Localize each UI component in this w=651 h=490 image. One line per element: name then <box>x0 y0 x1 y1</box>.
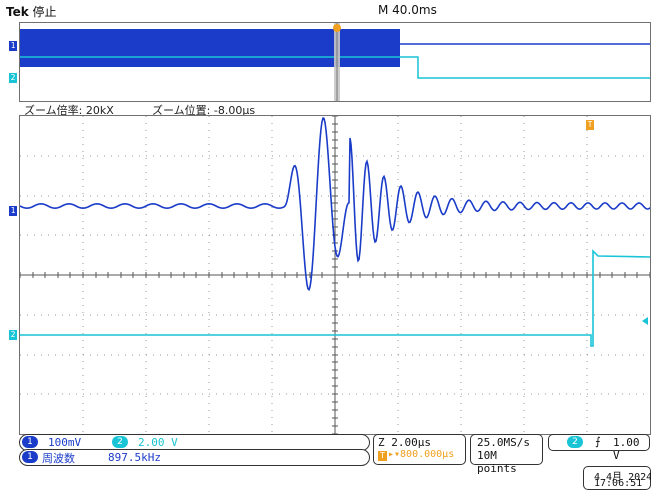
scope-header: Tek 停止 M 40.0ms <box>0 0 651 22</box>
ch2-badge: 2 <box>112 436 128 448</box>
brand-status: Tek 停止 <box>6 3 57 20</box>
overview-ch1-burst <box>20 29 400 67</box>
sample-rate: 25.0MS/s <box>477 436 530 449</box>
date-label: 4 4月 2024 <box>594 472 651 483</box>
overview-waveforms <box>20 23 650 101</box>
timebase-readout: M 40.0ms <box>378 3 437 17</box>
ch1-waveform <box>20 117 650 292</box>
trigger-position-value: ▸▾800.000µs <box>388 449 455 460</box>
ch2-waveform <box>20 249 650 347</box>
time-label: 17:06:51 <box>594 478 643 489</box>
main-trigger-position-marker[interactable]: T <box>586 120 594 130</box>
main-ch1-marker[interactable]: 1 <box>9 206 17 216</box>
trigger-slope-icon: ⨍ <box>595 435 601 448</box>
horizontal-zoom-readout[interactable]: Z 2.00µs T ▸▾800.000µs <box>373 434 466 465</box>
trigger-source-badge: 2 <box>567 436 583 448</box>
overview-ch2-line <box>20 56 650 79</box>
trigger-level: 1.00 V <box>613 436 640 462</box>
zoom-scale: Z 2.00µs <box>378 436 431 449</box>
zoom-position-label: ズーム位置: -8.00µs <box>152 104 256 117</box>
overview-ch2-marker[interactable]: 2 <box>9 73 17 83</box>
overview-panel[interactable]: 1 2 <box>9 22 651 102</box>
brand-label: Tek <box>6 5 29 19</box>
record-length: 10M points <box>477 449 517 475</box>
measurement-readout[interactable]: 1 周波数 897.5kHz <box>19 449 370 466</box>
zoom-factor-label: ズーム倍率: 20kX <box>24 104 114 117</box>
overview-ch1-marker[interactable]: 1 <box>9 41 17 51</box>
ch2-scale: 2.00 V <box>138 436 178 449</box>
ch1-scale: 100mV <box>48 436 82 449</box>
measurement-name: 周波数 <box>42 452 75 465</box>
measurement-value: 897.5kHz <box>108 451 161 464</box>
ch1-badge: 1 <box>22 436 38 448</box>
measurement-source-badge: 1 <box>22 451 38 463</box>
overview-trigger-point <box>333 24 341 32</box>
main-waveform-display <box>20 116 650 434</box>
trigger-position-icon: T <box>378 451 387 461</box>
acquisition-status: 停止 <box>32 5 57 19</box>
main-graticule-panel[interactable]: 1 2 T <box>9 115 651 435</box>
date-time-readout: 4 4月 2024 17:06:51 <box>583 466 651 490</box>
trigger-level-marker[interactable] <box>642 317 648 325</box>
acquisition-readout[interactable]: 25.0MS/s 10M points <box>470 434 543 475</box>
graticule-axis-ticks <box>20 116 650 434</box>
trigger-readout[interactable]: 2 ⨍ 1.00 V <box>548 434 650 462</box>
main-ch2-marker[interactable]: 2 <box>9 330 17 340</box>
